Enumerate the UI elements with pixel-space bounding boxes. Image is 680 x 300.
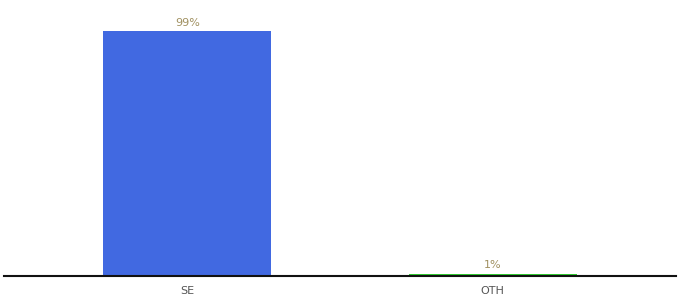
Text: 99%: 99% [175,18,200,28]
Bar [409,274,577,276]
Text: 1%: 1% [484,260,501,270]
Bar [103,32,271,276]
